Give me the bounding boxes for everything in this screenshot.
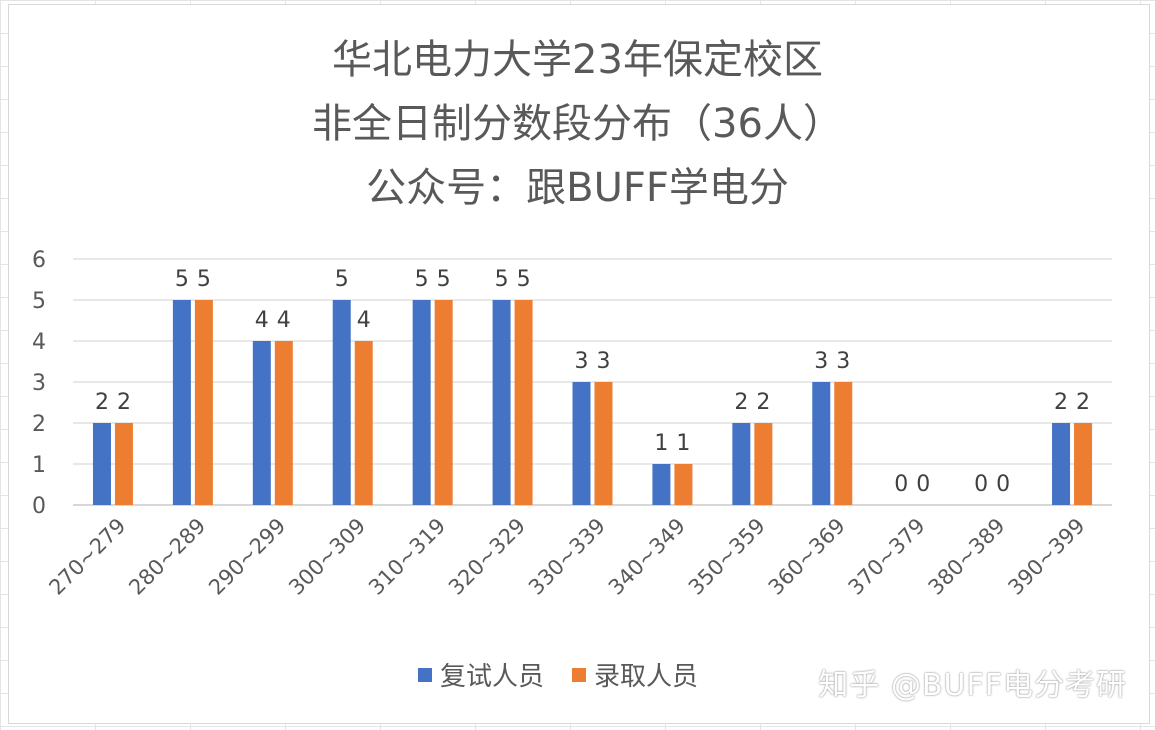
chart-title-line-2: 非全日制分数段分布（36人） bbox=[312, 101, 843, 147]
data-label: 5 bbox=[437, 267, 451, 292]
bar bbox=[434, 300, 453, 505]
bar bbox=[674, 464, 693, 505]
bar bbox=[1074, 423, 1093, 505]
y-tick-label: 6 bbox=[32, 248, 46, 273]
bar bbox=[754, 423, 773, 505]
data-label: 2 bbox=[756, 390, 770, 415]
y-tick-label: 1 bbox=[32, 453, 46, 478]
x-tick-label: 320~329 bbox=[444, 514, 530, 600]
data-label: 0 bbox=[916, 472, 930, 497]
bar bbox=[274, 341, 293, 505]
x-tick-label: 390~399 bbox=[1003, 514, 1089, 600]
bar bbox=[114, 423, 133, 505]
bar bbox=[834, 382, 853, 505]
bar bbox=[194, 300, 213, 505]
bar bbox=[732, 423, 751, 505]
data-label: 1 bbox=[654, 431, 668, 456]
data-label: 2 bbox=[1054, 390, 1068, 415]
data-label: 1 bbox=[676, 431, 690, 456]
legend: 复试人员 录取人员 bbox=[418, 656, 698, 693]
data-label: 2 bbox=[1076, 390, 1090, 415]
x-tick-label: 300~309 bbox=[284, 514, 370, 600]
x-tick-label: 350~359 bbox=[684, 514, 770, 600]
y-tick-label: 0 bbox=[32, 494, 46, 519]
data-label: 5 bbox=[495, 267, 509, 292]
x-tick-label: 360~369 bbox=[764, 514, 850, 600]
legend-item-series-1: 复试人员 bbox=[418, 656, 544, 693]
data-label: 2 bbox=[734, 390, 748, 415]
x-tick-label: 290~299 bbox=[204, 514, 290, 600]
data-label: 5 bbox=[335, 267, 349, 292]
y-tick-label: 4 bbox=[32, 330, 46, 355]
chart-title-line-1: 华北电力大学23年保定校区 bbox=[332, 37, 823, 83]
data-label: 4 bbox=[255, 308, 269, 333]
y-tick-label: 2 bbox=[32, 412, 46, 437]
data-label: 3 bbox=[575, 349, 589, 374]
bar bbox=[594, 382, 613, 505]
x-tick-label: 330~339 bbox=[524, 514, 610, 600]
x-tick-label: 370~379 bbox=[844, 514, 930, 600]
data-label: 0 bbox=[996, 472, 1010, 497]
data-label: 3 bbox=[814, 349, 828, 374]
legend-swatch-series-1 bbox=[418, 667, 432, 682]
legend-swatch-series-2 bbox=[572, 667, 587, 682]
x-tick-label: 270~279 bbox=[44, 514, 130, 600]
bar bbox=[514, 300, 533, 505]
bar bbox=[572, 382, 591, 505]
data-label: 0 bbox=[894, 472, 908, 497]
data-label: 0 bbox=[974, 472, 988, 497]
data-label: 4 bbox=[357, 308, 371, 333]
bar bbox=[812, 382, 831, 505]
data-label: 5 bbox=[517, 267, 531, 292]
data-label: 4 bbox=[277, 308, 291, 333]
legend-label-series-2: 录取人员 bbox=[594, 662, 699, 692]
watermark: 知乎 @BUFF电分考研 bbox=[818, 668, 1127, 703]
data-label: 2 bbox=[95, 390, 109, 415]
bar bbox=[354, 341, 373, 505]
data-label: 3 bbox=[597, 349, 611, 374]
data-label: 3 bbox=[836, 349, 850, 374]
bar bbox=[172, 300, 191, 505]
y-tick-label: 5 bbox=[32, 289, 46, 314]
bar bbox=[1052, 423, 1071, 505]
x-tick-label: 340~349 bbox=[604, 514, 690, 600]
data-label: 5 bbox=[197, 267, 211, 292]
bar bbox=[652, 464, 671, 505]
x-tick-label: 310~319 bbox=[364, 514, 450, 600]
y-tick-label: 3 bbox=[32, 371, 46, 396]
data-label: 2 bbox=[117, 390, 131, 415]
legend-item-series-2: 录取人员 bbox=[572, 656, 698, 693]
bar bbox=[412, 300, 431, 505]
chart-title-line-3: 公众号：跟BUFF学电分 bbox=[366, 165, 789, 211]
x-tick-label: 380~389 bbox=[924, 514, 1010, 600]
data-label: 5 bbox=[415, 267, 429, 292]
legend-label-series-1: 复试人员 bbox=[440, 662, 545, 692]
data-label: 5 bbox=[175, 267, 189, 292]
bar bbox=[492, 300, 511, 505]
bar bbox=[92, 423, 111, 505]
x-tick-label: 280~289 bbox=[124, 514, 210, 600]
bar bbox=[252, 341, 271, 505]
bar bbox=[332, 300, 351, 505]
